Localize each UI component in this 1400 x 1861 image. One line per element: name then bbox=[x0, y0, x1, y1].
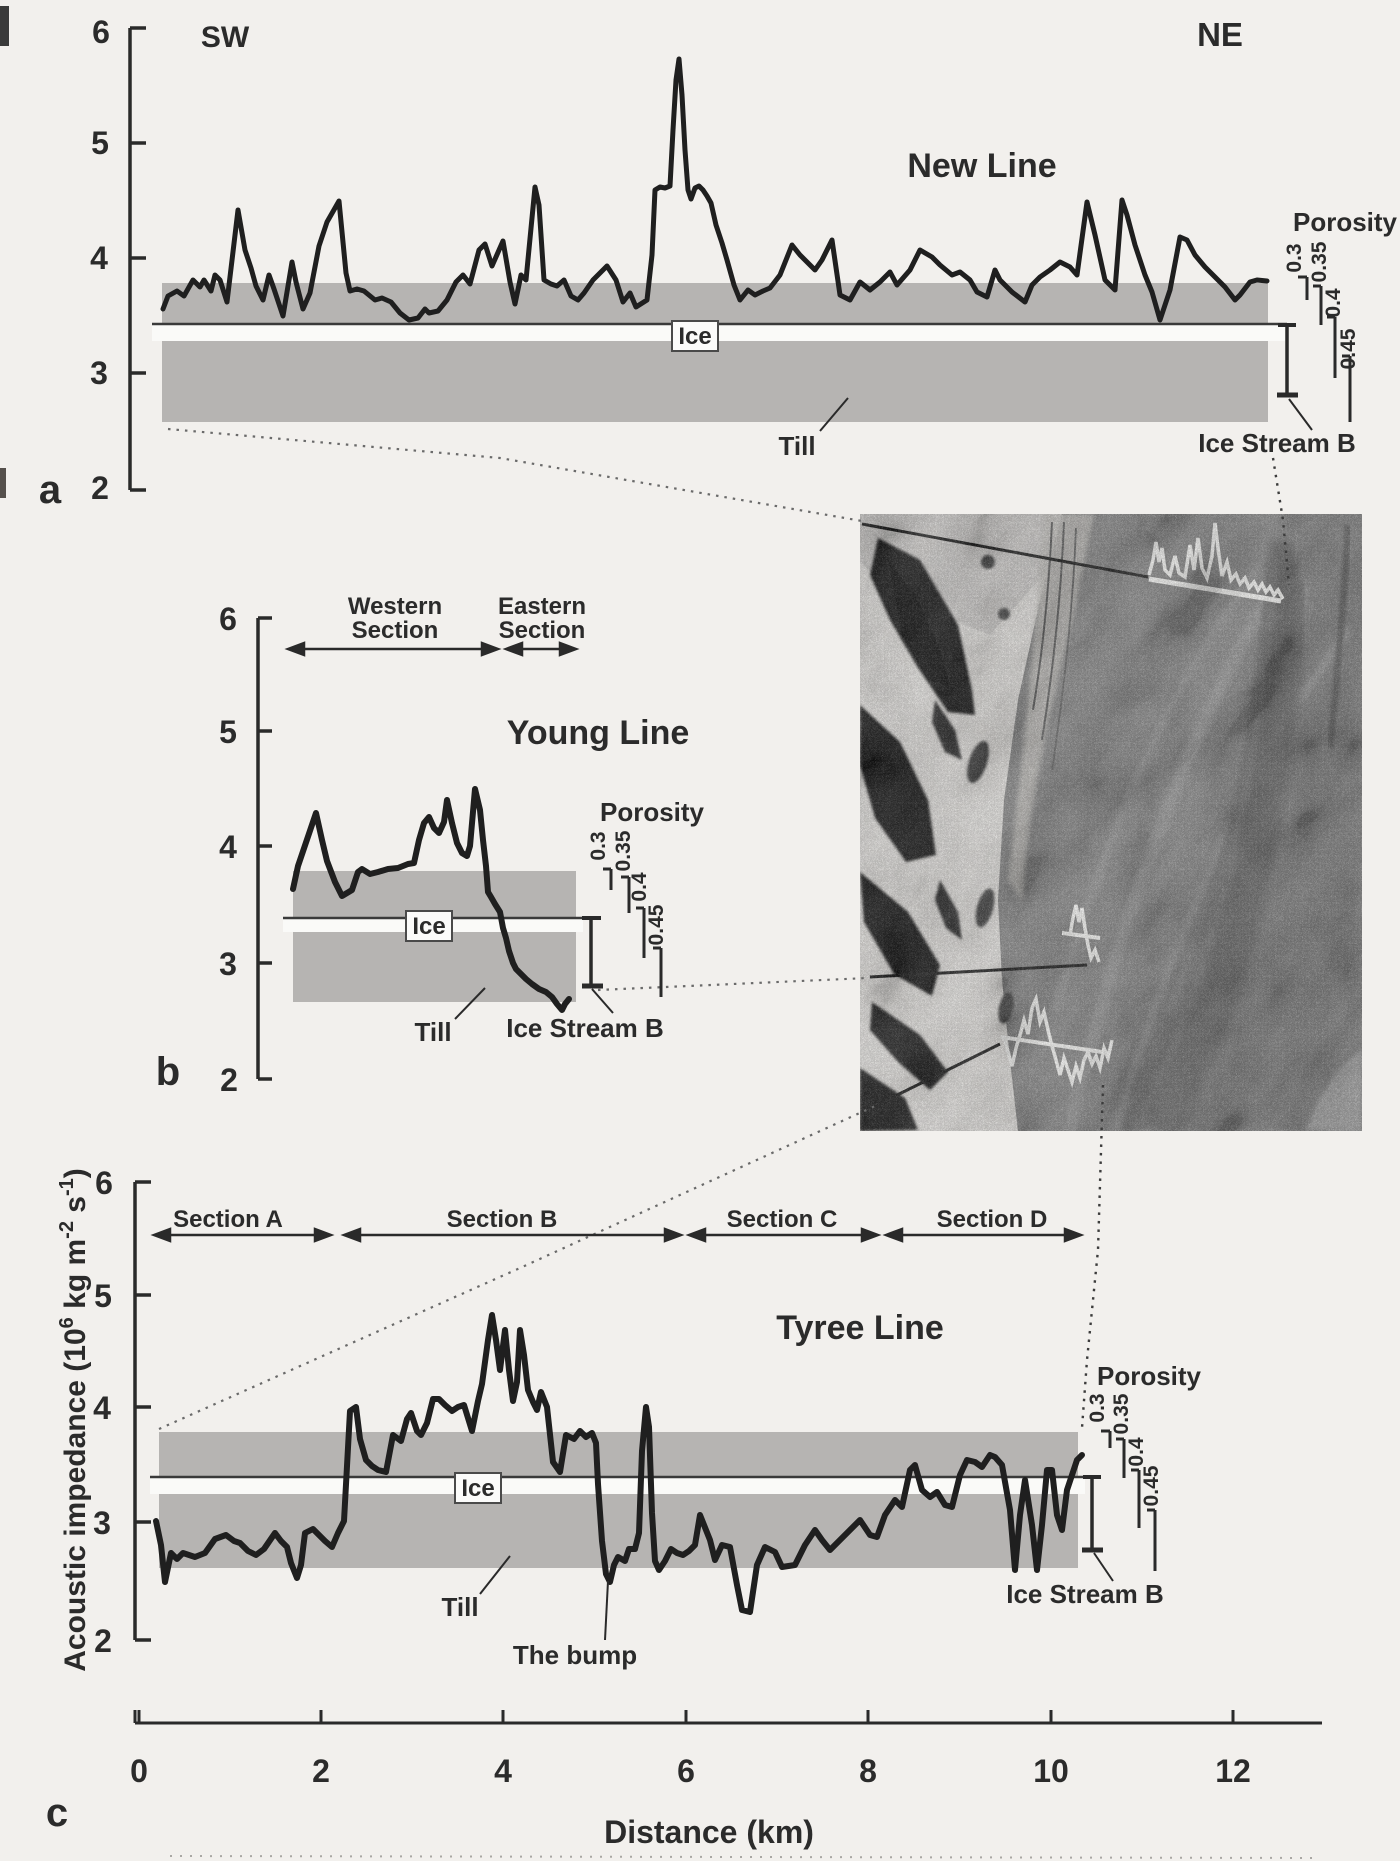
svg-text:Section B: Section B bbox=[447, 1206, 558, 1233]
svg-text:2: 2 bbox=[312, 1753, 330, 1789]
svg-text:3: 3 bbox=[219, 946, 237, 982]
svg-text:Young Line: Young Line bbox=[507, 714, 690, 752]
svg-text:Ice: Ice bbox=[461, 1475, 494, 1502]
svg-text:Tyree Line: Tyree Line bbox=[776, 1309, 944, 1347]
svg-text:Ice: Ice bbox=[412, 913, 445, 940]
svg-text:Distance (km): Distance (km) bbox=[604, 1814, 814, 1850]
svg-text:Acoustic impedance (106 kg m-2: Acoustic impedance (106 kg m-2 s-1) bbox=[56, 1168, 92, 1672]
svg-text:NE: NE bbox=[1197, 16, 1243, 53]
svg-text:5: 5 bbox=[219, 714, 237, 750]
svg-text:4: 4 bbox=[93, 1390, 111, 1426]
svg-text:Western: Western bbox=[348, 593, 442, 620]
svg-text:6: 6 bbox=[219, 601, 237, 637]
svg-text:0.3: 0.3 bbox=[1283, 243, 1306, 272]
svg-text:0.45: 0.45 bbox=[1337, 328, 1360, 369]
svg-text:3: 3 bbox=[93, 1505, 111, 1541]
svg-text:10: 10 bbox=[1033, 1753, 1069, 1789]
svg-text:Till: Till bbox=[778, 431, 815, 461]
svg-text:6: 6 bbox=[95, 1165, 113, 1201]
svg-text:5: 5 bbox=[91, 125, 109, 161]
svg-text:3: 3 bbox=[90, 355, 108, 391]
svg-text:4: 4 bbox=[494, 1753, 512, 1789]
svg-text:0.35: 0.35 bbox=[1110, 1393, 1133, 1434]
svg-text:SW: SW bbox=[201, 21, 250, 54]
svg-text:0.45: 0.45 bbox=[1140, 1465, 1163, 1506]
svg-text:4: 4 bbox=[90, 240, 108, 276]
svg-text:0.45: 0.45 bbox=[645, 904, 668, 945]
svg-text:Till: Till bbox=[414, 1017, 451, 1047]
svg-text:0.4: 0.4 bbox=[628, 872, 651, 902]
svg-text:2: 2 bbox=[91, 470, 109, 506]
svg-text:The bump: The bump bbox=[513, 1640, 637, 1670]
svg-text:0.4: 0.4 bbox=[1322, 288, 1345, 318]
svg-text:New Line: New Line bbox=[907, 147, 1056, 185]
svg-text:Porosity: Porosity bbox=[600, 797, 705, 827]
svg-text:2: 2 bbox=[220, 1062, 238, 1098]
svg-text:Eastern: Eastern bbox=[498, 593, 586, 620]
svg-text:b: b bbox=[156, 1050, 180, 1094]
svg-text:Ice Stream B: Ice Stream B bbox=[1006, 1579, 1164, 1609]
svg-text:0.35: 0.35 bbox=[1308, 241, 1331, 282]
svg-text:0.3: 0.3 bbox=[1086, 1393, 1109, 1422]
svg-text:12: 12 bbox=[1215, 1753, 1251, 1789]
svg-text:0.3: 0.3 bbox=[587, 831, 610, 860]
svg-text:Ice: Ice bbox=[678, 323, 711, 350]
svg-text:Section C: Section C bbox=[727, 1206, 838, 1233]
svg-text:Section D: Section D bbox=[937, 1206, 1048, 1233]
svg-text:Ice Stream B: Ice Stream B bbox=[506, 1013, 664, 1043]
svg-text:2: 2 bbox=[94, 1623, 112, 1659]
svg-text:0.4: 0.4 bbox=[1125, 1437, 1148, 1467]
svg-text:Ice Stream B: Ice Stream B bbox=[1198, 428, 1356, 458]
svg-text:Porosity: Porosity bbox=[1097, 1361, 1202, 1391]
svg-text:8: 8 bbox=[859, 1753, 877, 1789]
svg-text:5: 5 bbox=[94, 1278, 112, 1314]
svg-text:a: a bbox=[39, 468, 62, 512]
svg-text:Till: Till bbox=[441, 1592, 478, 1622]
svg-text:Section A: Section A bbox=[173, 1206, 283, 1233]
svg-text:4: 4 bbox=[219, 829, 237, 865]
svg-text:0.35: 0.35 bbox=[612, 830, 635, 871]
svg-text:c: c bbox=[46, 1791, 68, 1835]
svg-text:Porosity: Porosity bbox=[1293, 207, 1398, 237]
svg-text:0: 0 bbox=[130, 1753, 148, 1789]
svg-text:6: 6 bbox=[92, 14, 110, 50]
svg-text:Section: Section bbox=[499, 617, 586, 644]
svg-text:6: 6 bbox=[677, 1753, 695, 1789]
svg-text:Section: Section bbox=[352, 617, 439, 644]
